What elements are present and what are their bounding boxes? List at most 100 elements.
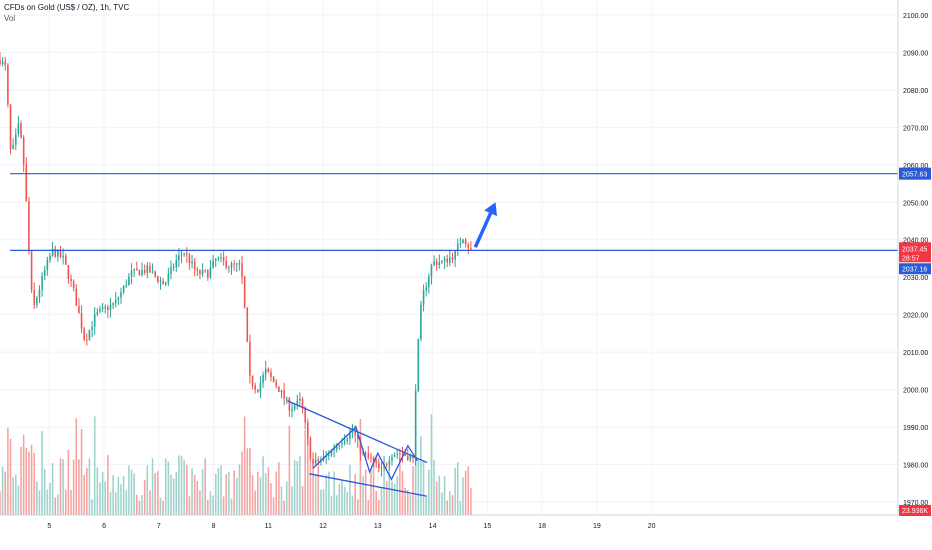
volume-bar [380,486,383,515]
candle-body [338,444,341,446]
volume-bar [325,474,328,515]
candle-body [288,398,291,411]
candle-body [96,311,99,315]
candle-body [125,285,128,287]
volume-bar [12,477,14,515]
candle-body [141,270,143,276]
candle-body [441,260,443,263]
candle-body [462,239,464,244]
candle-body [57,250,59,257]
price-axis-tick-label: 1980.00 [903,462,928,469]
volume-bar [235,477,238,515]
candle-body [422,290,425,305]
candle-body [349,432,351,439]
candle-body [451,257,454,260]
time-axis-tick-label: 20 [648,523,656,530]
candle-body [14,133,17,145]
candle-body [36,298,38,305]
candle-body [204,270,206,272]
volume-bar [441,492,443,515]
volume-bar [307,422,309,515]
candle-body [362,452,364,454]
volume-bar [157,471,159,515]
time-axis-tick-label: 15 [483,523,491,530]
candle-body [243,276,246,308]
candle-body [78,305,80,314]
volume-bar [54,497,57,515]
volume-bar [359,418,362,515]
volume-bar [454,467,456,515]
volume-bar [264,473,267,515]
volume-bar [362,476,364,515]
volume-bar [428,469,430,515]
volume-bar [51,463,54,515]
candle-body [138,270,141,276]
volume-bar [67,449,70,515]
volume-bar [404,487,406,515]
volume-bar [422,460,425,515]
volume-bar [209,491,212,515]
candle-body [25,164,28,202]
candle-body [209,267,212,278]
time-axis-tick-label: 7 [157,523,161,530]
forecast-arrow-shaft [473,212,493,248]
volume-bar [104,481,107,515]
volume-bar [217,467,220,515]
candle-body [257,389,259,393]
volume-bar [154,473,157,515]
candle-body [280,390,283,393]
volume-bar [228,471,230,515]
candle-body [372,457,375,461]
candle-body [1,61,4,65]
candle-body [367,453,370,458]
volume-bar [178,455,180,515]
volume-bar [22,434,25,515]
volume-bar [222,496,225,515]
volume-bar [328,471,330,515]
candle-body [393,454,396,457]
candle-body [399,453,401,455]
candle-body [59,250,62,258]
volume-bar [443,476,446,515]
volume-bar [93,416,96,515]
candle-body [22,137,25,165]
candle-body [86,339,88,341]
candle-body [9,104,12,149]
volume-bar [309,459,312,515]
candle-body [406,455,409,460]
candle-body [28,201,30,252]
time-axis-tick-label: 6 [102,523,106,530]
candle-body [456,244,459,251]
volume-bar [341,479,343,515]
time-axis-tick-label: 19 [593,523,601,530]
candle-body [275,381,278,387]
candle-body [278,386,280,393]
volume-bar [343,487,346,515]
volume-bar [312,461,314,515]
volume-bar [272,497,275,515]
candle-body [333,449,335,451]
candle-body [283,390,285,399]
candle-body [467,244,470,249]
candle-body [296,400,299,406]
current-price-text: 2037.45 [902,246,927,253]
candle-body [54,248,57,257]
volume-bar [59,458,62,515]
candle-body [207,270,209,278]
volume-bar [128,465,130,515]
candle-body [454,250,456,260]
time-axis-tick-label: 11 [265,523,272,530]
candle-body [446,258,449,263]
volume-bar [314,475,317,515]
price-axis-tick-label: 2080.00 [903,88,928,95]
volume-bar [151,458,154,515]
volume-bar [393,483,396,515]
volume-bar [330,495,333,515]
volume-bar [112,475,114,515]
volume-bar [109,491,112,515]
volume-bar [470,488,472,515]
volume-bar [456,462,459,515]
candle-body [128,276,130,286]
volume-bar [449,491,451,515]
